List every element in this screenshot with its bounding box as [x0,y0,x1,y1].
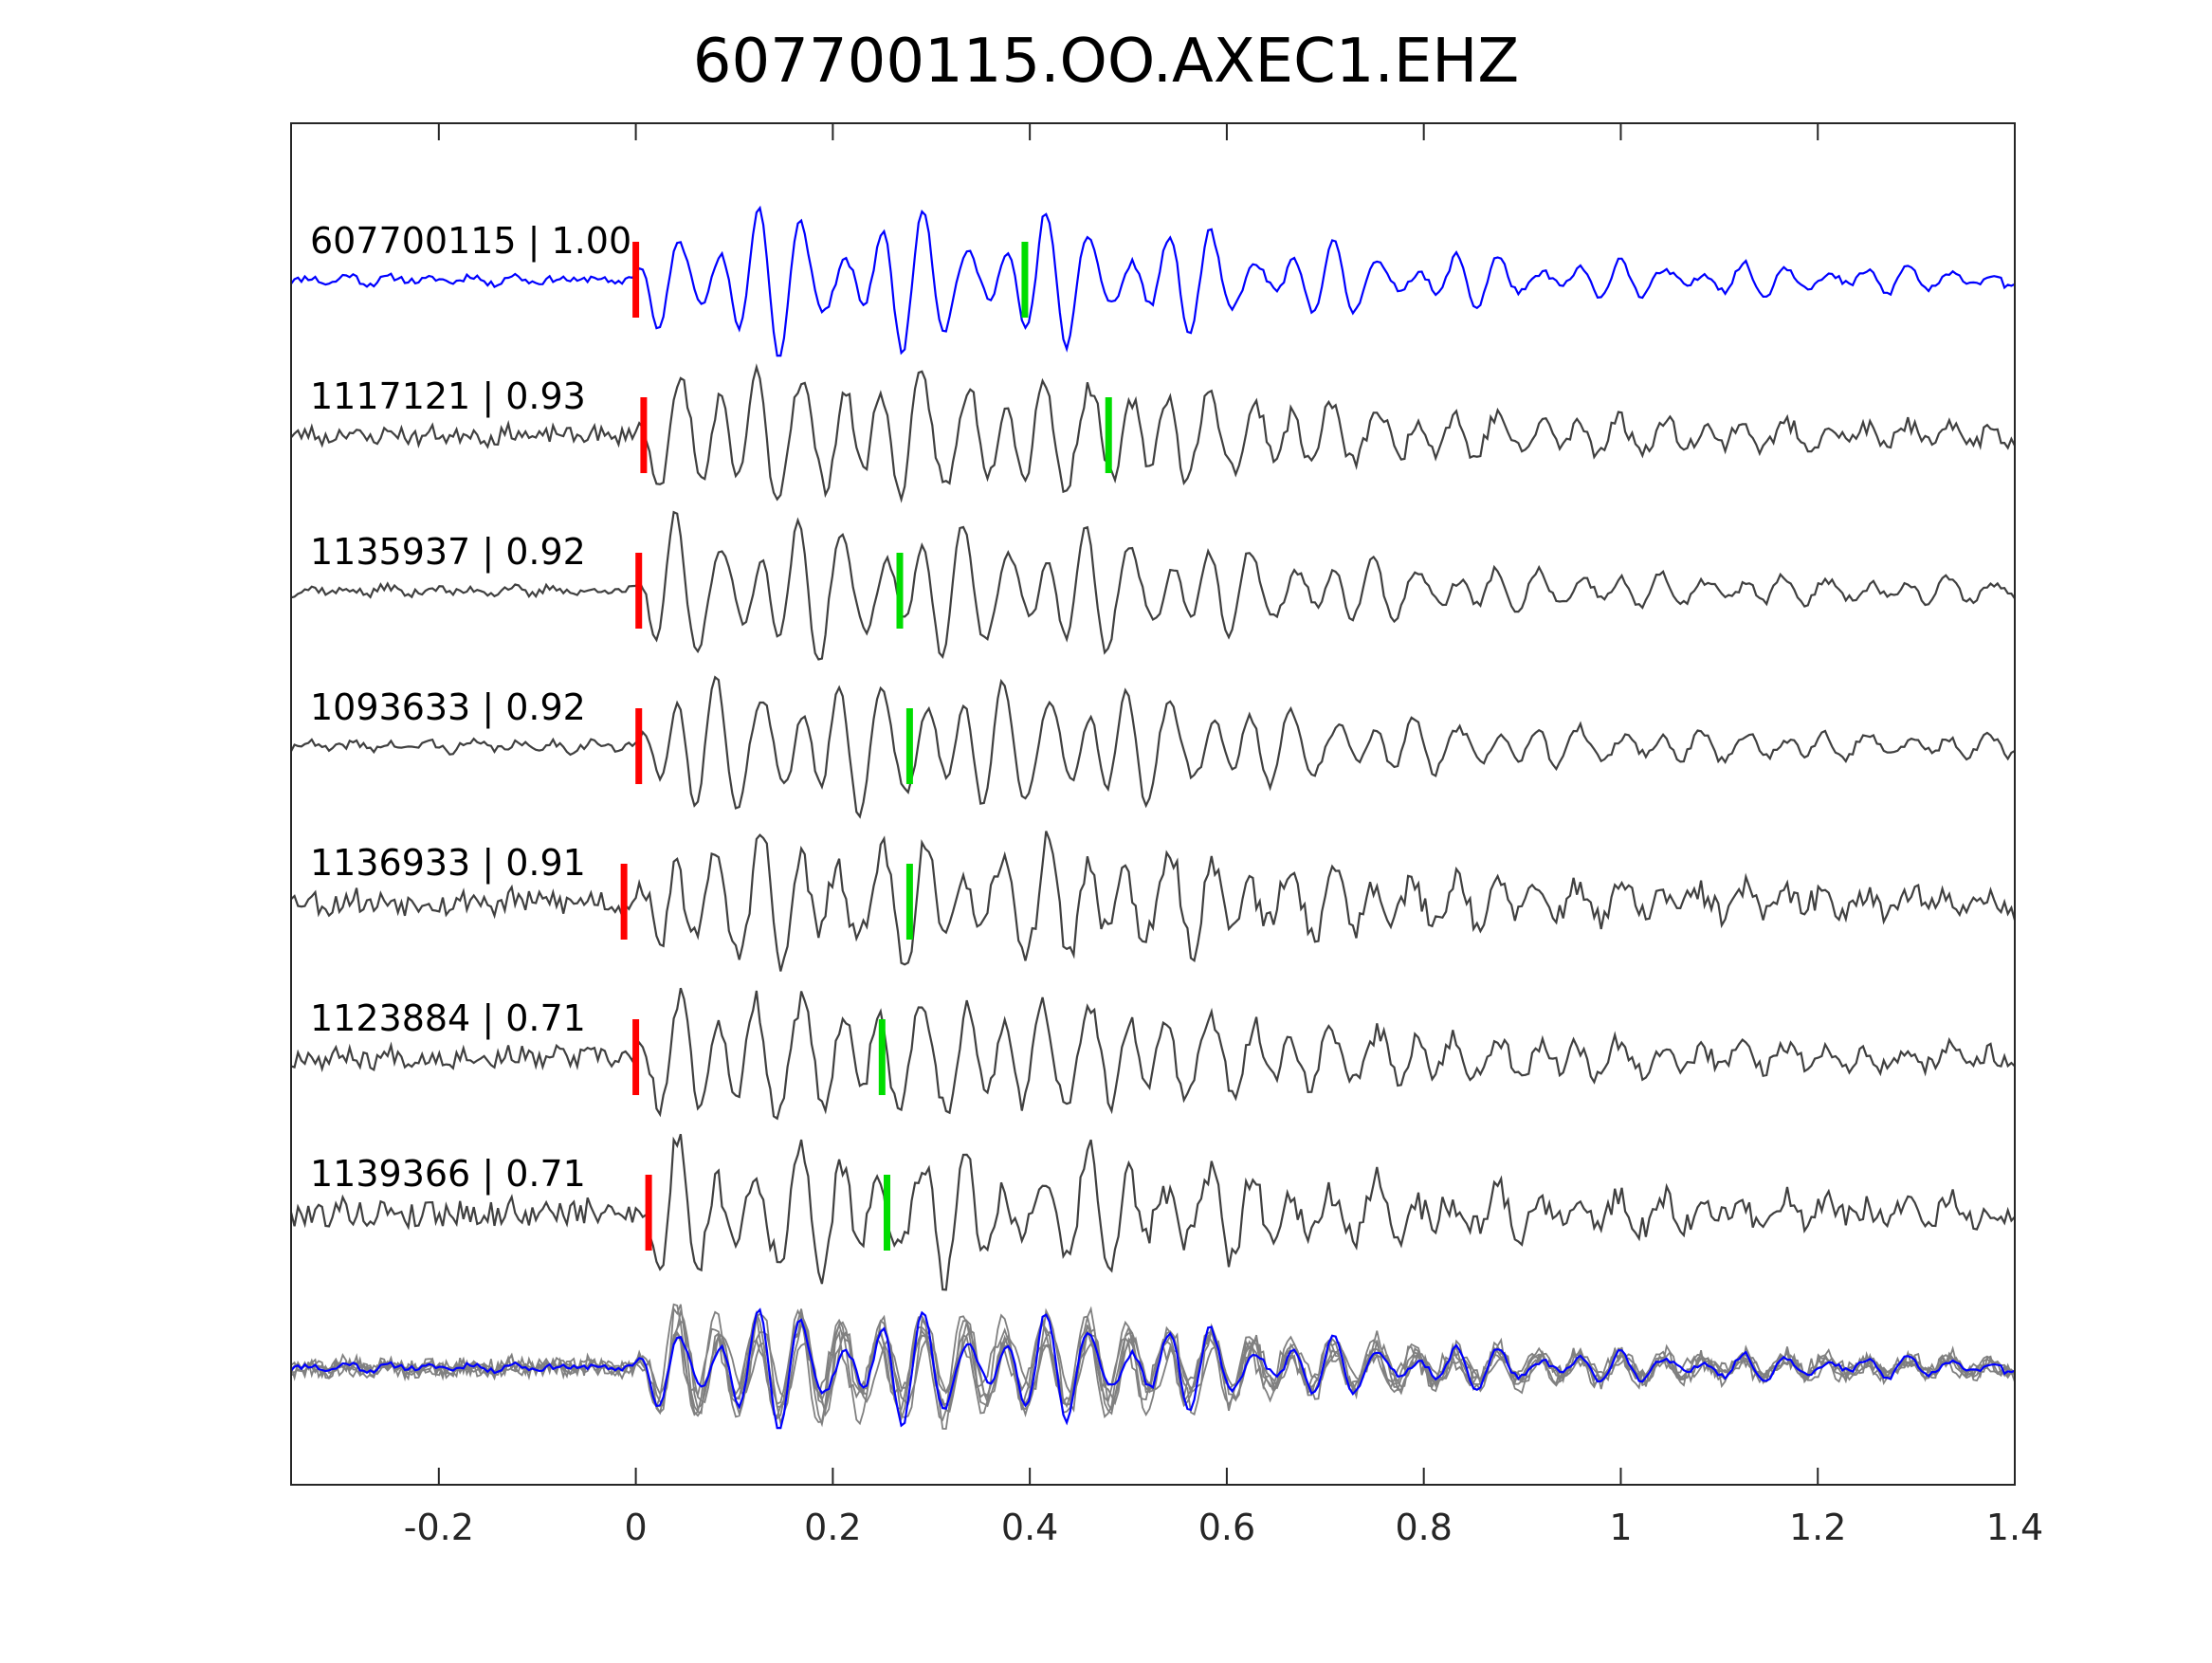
x-tick-label: 0.4 [1001,1507,1058,1548]
axes-layer: -0.2 0 0.2 0.4 0.6 0.8 1 1.2 1.4 [290,122,2043,1548]
trace-1093633 [290,675,2016,819]
traces-layer [289,205,2017,1291]
x-tick-label: 1.4 [1986,1507,2043,1548]
trace-label-1117121: 1117121 | 0.93 [310,375,586,418]
trace-1139366 [289,1133,2016,1291]
trace-1123884 [290,987,2016,1121]
x-tick-label: 0 [625,1507,648,1548]
x-tick-label: -0.2 [404,1507,474,1548]
trace-607700115 [290,205,2016,357]
trace-label-1136933: 1136933 | 0.91 [310,842,586,885]
trace-1136933 [290,831,2017,972]
x-tick-label: 0.2 [804,1507,861,1548]
chart-title: 607700115.OO.AXEC1.EHZ [692,27,1520,97]
trace-label-1123884: 1123884 | 0.71 [310,997,586,1040]
axes-box [290,122,2016,1486]
trace-1135937 [290,510,2016,661]
x-tick-label: 1.2 [1789,1507,1846,1548]
x-tick-label: 1 [1609,1507,1632,1548]
picks-layer [620,242,1112,1251]
stack-layer [290,1303,2016,1430]
trace-label-607700115: 607700115 | 1.00 [310,220,631,263]
stack-trace-1139366 [290,1304,2016,1430]
trace-label-1135937: 1135937 | 0.92 [310,531,586,574]
x-tick-label: 0.8 [1395,1507,1452,1548]
trace-labels-layer: 607700115 | 1.00 1117121 | 0.93 1135937 | … [310,220,631,1196]
trace-1117121 [290,363,2016,503]
trace-label-1139366: 1139366 | 0.71 [310,1153,586,1196]
stack-trace-607700115 [290,1307,2016,1430]
trace-label-1093633: 1093633 | 0.92 [310,686,586,729]
x-tick-label: 0.6 [1198,1507,1255,1548]
